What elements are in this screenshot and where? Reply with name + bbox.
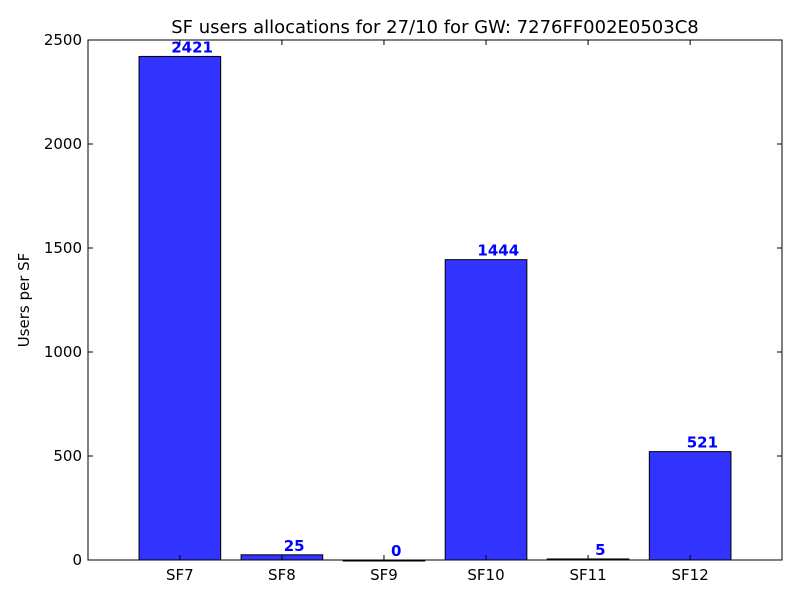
y-tick-label-0: 0 (72, 551, 82, 569)
y-tick-label-2000: 2000 (44, 135, 82, 153)
plot-frame (87, 39, 783, 561)
y-tick-label-2500: 2500 (44, 31, 82, 49)
data-labels-group: 2421 25 0 1444 5 521 (171, 38, 718, 560)
bar-sf12 (648, 451, 732, 561)
bar-sf10 (444, 259, 528, 561)
x-tick-label-sf10: SF10 (467, 566, 504, 584)
x-tick-label-sf9: SF9 (370, 566, 398, 584)
x-tick-label-sf7: SF7 (166, 566, 194, 584)
y-tick-label-1500: 1500 (44, 239, 82, 257)
data-label-sf9: 0 (391, 542, 401, 560)
bar-sf7 (138, 55, 222, 561)
y-tick-label-1000: 1000 (44, 343, 82, 361)
y-tick-label-500: 500 (53, 447, 82, 465)
x-axis: SF7 SF8 SF9 SF10 SF11 SF12 (166, 40, 709, 584)
data-label-sf12: 521 (687, 434, 718, 452)
data-label-sf11: 5 (595, 541, 605, 559)
x-tick-label-sf11: SF11 (569, 566, 606, 584)
data-label-sf10: 1444 (477, 242, 519, 260)
data-label-sf7: 2421 (171, 38, 213, 56)
x-tick-label-sf8: SF8 (268, 566, 296, 584)
chart-title: SF users allocations for 27/10 for GW: 7… (171, 17, 699, 38)
y-axis-label: Users per SF (15, 253, 33, 348)
y-axis: 0 500 1000 1500 2000 2500 (44, 31, 782, 569)
bars-group (138, 55, 732, 562)
x-tick-label-sf12: SF12 (672, 566, 709, 584)
data-label-sf8: 25 (284, 537, 305, 555)
